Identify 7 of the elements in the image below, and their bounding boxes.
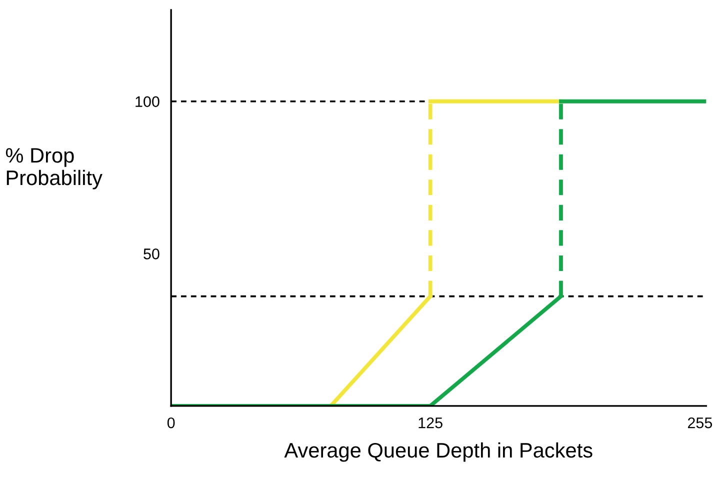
y-tick-label: 100 [136,96,160,108]
x-tick-label: 255 [688,417,712,428]
x-axis-title: Average Queue Depth in Packets [284,442,592,462]
y-axis-title: % Drop Probability [6,148,102,190]
x-tick-label: 125 [418,417,442,428]
x-tick-label: 0 [167,417,175,428]
y-tick-label: 50 [144,248,160,260]
